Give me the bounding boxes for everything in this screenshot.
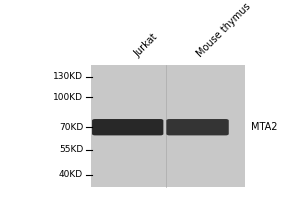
Text: Jurkat: Jurkat [132,32,159,59]
Text: MTA2: MTA2 [251,122,278,132]
FancyBboxPatch shape [166,119,229,135]
Text: 100KD: 100KD [53,93,83,102]
Text: 55KD: 55KD [59,145,83,154]
FancyBboxPatch shape [91,65,245,187]
FancyBboxPatch shape [92,119,164,135]
Text: 40KD: 40KD [59,170,83,179]
Text: 70KD: 70KD [59,123,83,132]
Text: 130KD: 130KD [53,72,83,81]
Text: Mouse thymus: Mouse thymus [195,1,252,59]
